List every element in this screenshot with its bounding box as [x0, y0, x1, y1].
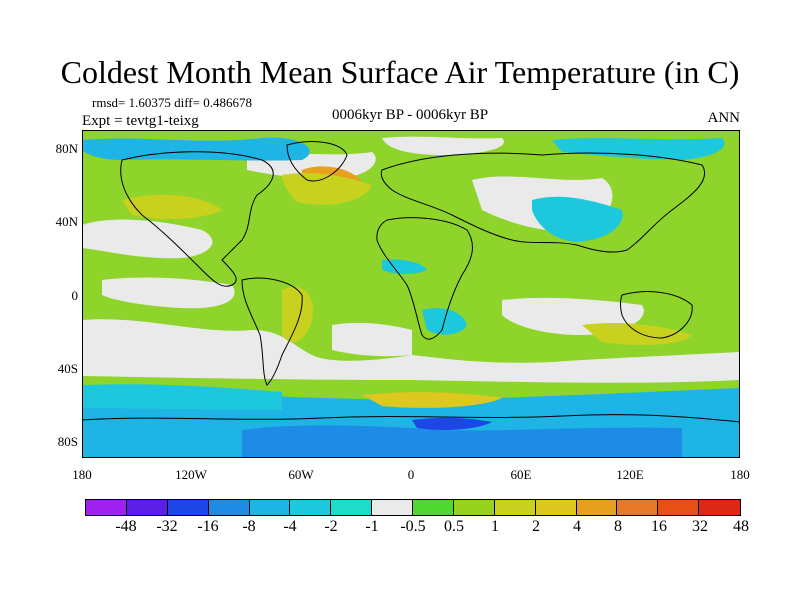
colorbar-label: -2: [324, 518, 338, 535]
colorbar-swatch: [535, 500, 577, 515]
coastline-africa: [376, 217, 473, 340]
region-southern-ocean-cold: [82, 384, 282, 410]
region-asia-cold: [532, 196, 623, 242]
colorbar-label: -1: [365, 518, 379, 535]
region-south-pacific-gray: [82, 319, 740, 383]
colorbar-label: 0.5: [444, 518, 464, 535]
region-south-atlantic-gray: [332, 322, 412, 357]
colorbar-swatch: [453, 500, 495, 515]
lat-tick-80n: 80N: [55, 141, 78, 156]
period-label: 0006kyr BP - 0006kyr BP: [331, 107, 489, 123]
map-title: Coldest Month Mean Surface Air Temperatu…: [60, 54, 740, 90]
experiment-label: Expt = tevtg1-teixg: [82, 113, 199, 129]
positive-anomaly-regions: [122, 166, 692, 408]
colorbar-swatch: [617, 500, 659, 515]
lat-tick-0: 0: [71, 288, 79, 303]
colorbar-label: -16: [197, 518, 219, 535]
colorbar-swatch: [249, 500, 291, 515]
colorbar-label: -0.5: [400, 518, 426, 535]
region-north-africa-cold: [382, 259, 427, 275]
lat-tick-40s: 40S: [57, 361, 78, 376]
colorbar-swatch: [576, 500, 618, 515]
region-south-pacific-west: [82, 324, 262, 370]
colorbar-swatch: [290, 500, 332, 515]
region-arctic-cold: [82, 137, 310, 161]
colorbar-swatch: [494, 500, 536, 515]
negative-anomaly-regions: [82, 137, 740, 458]
colorbar-label: -4: [283, 518, 297, 535]
colorbar-label: -48: [115, 518, 137, 535]
region-east-pacific-gray: [102, 277, 235, 309]
lat-tick-40n: 40N: [55, 214, 78, 229]
colorbar-swatch: [208, 500, 250, 515]
lon-tick-60e: 60E: [510, 467, 532, 482]
season-label: ANN: [707, 110, 741, 126]
colorbar-label: 2: [532, 518, 540, 535]
lon-tick-180w: 180: [72, 467, 92, 482]
colorbar-label: 32: [692, 518, 708, 535]
coastline-north-america: [120, 151, 274, 287]
colorbar-label: 1: [491, 518, 499, 535]
colorbar-label: 16: [651, 518, 667, 535]
region-south-america-warm: [282, 286, 313, 343]
colorbar-swatch: [658, 500, 700, 515]
colorbar-swatch: [126, 500, 168, 515]
region-antarctic-deep-cold: [242, 425, 682, 458]
lon-tick-180e: 180: [730, 467, 750, 482]
colorbar-label: 8: [614, 518, 622, 535]
colorbar-swatch: [86, 500, 127, 515]
colorbar-label: 48: [733, 518, 749, 535]
region-north-atlantic-warm: [282, 173, 372, 205]
region-antarctic-coldest: [412, 417, 492, 430]
colorbar: [85, 499, 741, 516]
region-south-indian-warm: [582, 323, 692, 346]
colorbar-label: -8: [242, 518, 256, 535]
temperature-anomaly-map: [82, 130, 740, 458]
colorbar-label: -32: [156, 518, 178, 535]
colorbar-label: 4: [573, 518, 581, 535]
colorbar-swatch: [331, 500, 373, 515]
coastline-antarctica: [82, 414, 740, 423]
lon-tick-60w: 60W: [288, 467, 314, 482]
map-frame: [82, 130, 740, 458]
stats-readout: rmsd= 1.60375 diff= 0.486678: [92, 95, 252, 110]
lon-tick-120w: 120W: [175, 467, 207, 482]
region-southern-ocean-warm: [362, 392, 502, 408]
region-arctic-east-cold: [552, 138, 725, 160]
colorbar-swatch: [372, 500, 413, 515]
coastline-greenland: [286, 141, 348, 182]
region-arctic-gray: [382, 136, 504, 155]
colorbar-swatch: [167, 500, 209, 515]
coastline-south-america: [241, 277, 303, 386]
lon-tick-120e: 120E: [616, 467, 644, 482]
coastline-australia: [620, 291, 693, 339]
coastlines: [82, 141, 740, 423]
colorbar-swatch: [413, 500, 454, 515]
coastline-eurasia: [380, 152, 706, 253]
lat-tick-80s: 80S: [57, 434, 78, 449]
colorbar-swatch: [699, 500, 740, 515]
lon-tick-0: 0: [407, 467, 415, 482]
region-north-pacific-warm: [122, 194, 222, 220]
